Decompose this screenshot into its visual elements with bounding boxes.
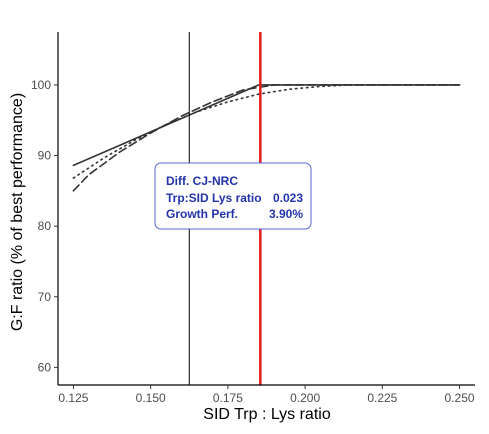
x-tick-label: 0.125 — [58, 391, 88, 405]
x-tick-label: 0.225 — [367, 391, 397, 405]
y-tick-label: 90 — [38, 149, 52, 163]
annotation-frame — [154, 162, 312, 230]
plot-panel: 0.125 0.150 0.175 0.200 0.225 0.250 60 70 80 90 1… — [31, 32, 475, 405]
x-axis-ticks: 0.125 0.150 0.175 0.200 0.225 0.250 — [58, 385, 475, 405]
series-layer — [72, 84, 461, 192]
annotation-row-label: Growth Perf. — [166, 207, 238, 221]
annotation-row-label: Trp:SID Lys ratio — [166, 191, 262, 205]
y-tick-label: 60 — [38, 360, 52, 374]
series-line-solid — [72, 84, 461, 167]
x-axis-title: SID Trp : Lys ratio — [203, 406, 331, 423]
y-tick-label: 80 — [38, 219, 52, 233]
x-tick-label: 0.175 — [213, 391, 243, 405]
annotation-row-value: 3.90% — [269, 207, 303, 221]
annotation-title: Diff. CJ-NRC — [166, 174, 238, 188]
x-tick-label: 0.250 — [445, 391, 475, 405]
x-tick-label: 0.200 — [290, 391, 320, 405]
y-axis-title: G:F ratio (% of best performance) — [9, 93, 26, 331]
x-tick-label: 0.150 — [136, 391, 166, 405]
annotation-box: Diff. CJ-NRC Trp:SID Lys ratio 0.023 Gro… — [154, 162, 312, 230]
y-axis-ticks: 60 70 80 90 100 — [31, 78, 58, 374]
series-line-dashed — [72, 84, 461, 192]
series-line-dotted — [72, 84, 461, 179]
annotation-row-value: 0.023 — [273, 191, 303, 205]
y-tick-label: 100 — [31, 78, 51, 92]
y-tick-label: 70 — [38, 290, 52, 304]
